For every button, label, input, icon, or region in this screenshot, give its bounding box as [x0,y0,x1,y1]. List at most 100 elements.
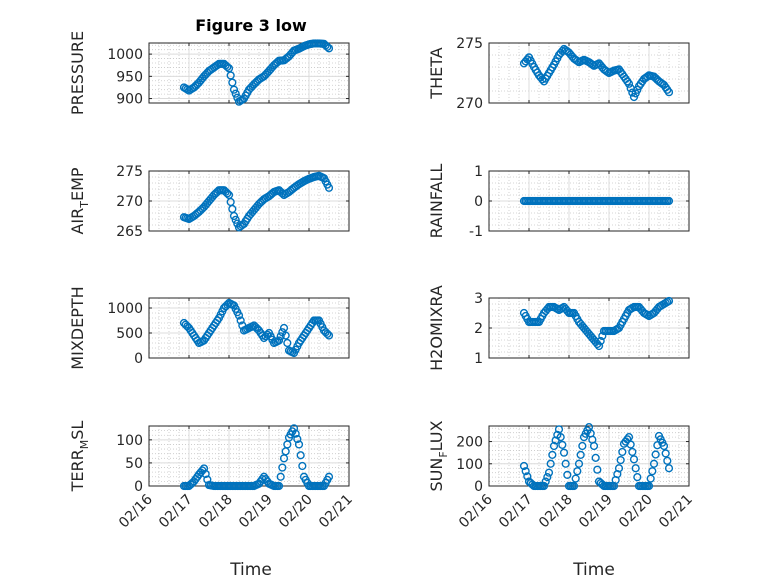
data-point [571,474,580,483]
data-point [234,311,244,320]
data-point [578,441,587,451]
subplot-h2omixra: 1 2 3 H2OMIXRA [427,285,690,371]
data-point [614,464,624,473]
data-point [199,464,209,473]
y-tick-label: 265 [116,224,143,240]
x-tick-label: 02/16 [456,491,496,531]
data-point [646,474,655,483]
subplot-air-temp: 265 270 275 AIRTEMP [68,164,350,240]
x-tick-label: 02/19 [236,492,276,532]
data-point [549,441,559,451]
data-point [633,473,642,482]
data-point [223,62,232,71]
x-tick-label: 02/21 [316,492,356,532]
y-axis-label: MIXDEPTH [68,286,87,369]
y-tick-label: 3 [474,291,483,307]
data-point [624,79,634,88]
y-tick-label: 1 [474,164,483,180]
y-tick-label: 900 [116,92,143,108]
y-tick-label: 0 [134,351,143,367]
y-tick-label: 0 [134,479,143,495]
subplot-sun-flux: 0 100 200 02/16 02/17 02/18 02/19 02/20 02/21 SUN… [427,420,696,531]
data-point [616,455,625,465]
y-tick-label: 50 [125,456,143,472]
data-point [548,450,557,459]
subplot-pressure: 900 950 1000 PRESSURE [68,31,350,115]
data-point [631,464,640,473]
data-point [296,451,305,460]
data-point [544,468,554,477]
data-point [546,459,555,468]
data-point [591,453,600,462]
data-point [291,429,300,438]
data-point [648,467,657,476]
x-tick-label: 02/18 [196,492,236,532]
data-point [279,323,289,333]
data-point [649,459,659,468]
data-point [558,440,567,449]
data-point [664,296,674,306]
data-point [596,336,605,346]
data-point [651,450,660,459]
subplot-theta: 270 275 THETA [427,36,690,112]
y-tick-label: -1 [469,224,483,240]
y-tick-label: 270 [456,96,483,112]
y-tick-label: 200 [456,435,483,451]
data-point [573,467,582,476]
axes-frame [488,42,690,104]
data-point [294,440,304,449]
data-point [323,42,332,51]
data-point [664,88,674,97]
data-point [624,433,634,442]
y-tick-label: 1 [474,351,483,367]
data-point [274,481,284,491]
x-tick-label: 02/16 [116,491,156,531]
data-point [618,447,627,457]
data-point [276,332,285,341]
y-tick-label: 270 [116,194,143,210]
data-point [231,89,240,98]
x-tick-label: 02/18 [536,492,576,532]
data-point [201,469,210,479]
data-point [231,215,240,224]
x-tick-label: 02/21 [656,492,696,532]
axes-frame [148,297,350,359]
data-point [324,183,334,192]
y-tick-label: 100 [456,457,483,473]
x-axis-label-left: Time [229,560,272,580]
data-point [561,459,570,468]
data-point [298,461,307,471]
x-tick-label: 02/19 [576,492,616,532]
data-point [576,450,585,459]
x-tick-label: 02/17 [496,492,536,532]
data-point [324,331,334,340]
y-axis-label: SUNFLUX [427,420,450,491]
y-axis-label: RAINFALL [427,164,446,239]
data-point [593,465,602,474]
data-point [324,472,334,481]
y-axis-label: THETA [427,47,446,99]
y-tick-label: 1000 [107,301,143,317]
y-tick-label: 0 [474,194,483,210]
data-point [278,463,287,472]
data-point [521,467,530,476]
y-tick-label: 950 [116,69,143,85]
y-tick-label: 2 [474,321,483,337]
data-point [281,331,290,340]
y-tick-label: 275 [456,36,483,52]
data-point [664,196,674,206]
data-point [539,481,549,491]
y-tick-label: 100 [116,433,143,449]
data-point [276,472,285,481]
axes-frame [148,42,350,104]
subplot-rainfall: -1 0 1 RAINFALL [427,164,690,240]
data-point [203,475,212,484]
subplot-mixdepth: 0 500 1000 MIXDEPTH [68,286,350,370]
data-point [644,481,654,491]
y-tick-label: 1000 [107,47,143,63]
data-point [283,338,292,348]
data-point [223,189,232,198]
subplot-terr-msl: 0 50 100 02/16 02/17 02/18 02/19 02/20 02/21 TERR… [68,421,356,532]
data-point [569,481,579,491]
data-point [594,341,604,351]
